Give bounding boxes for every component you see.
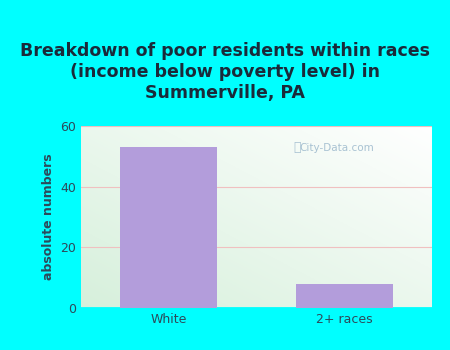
Text: City-Data.com: City-Data.com (300, 143, 374, 153)
Text: ⓘ: ⓘ (293, 141, 301, 154)
Bar (121, 147, 217, 308)
Text: Breakdown of poor residents within races
(income below poverty level) in
Summerv: Breakdown of poor residents within races… (20, 42, 430, 102)
Bar (296, 284, 392, 308)
Y-axis label: absolute numbers: absolute numbers (42, 154, 55, 280)
